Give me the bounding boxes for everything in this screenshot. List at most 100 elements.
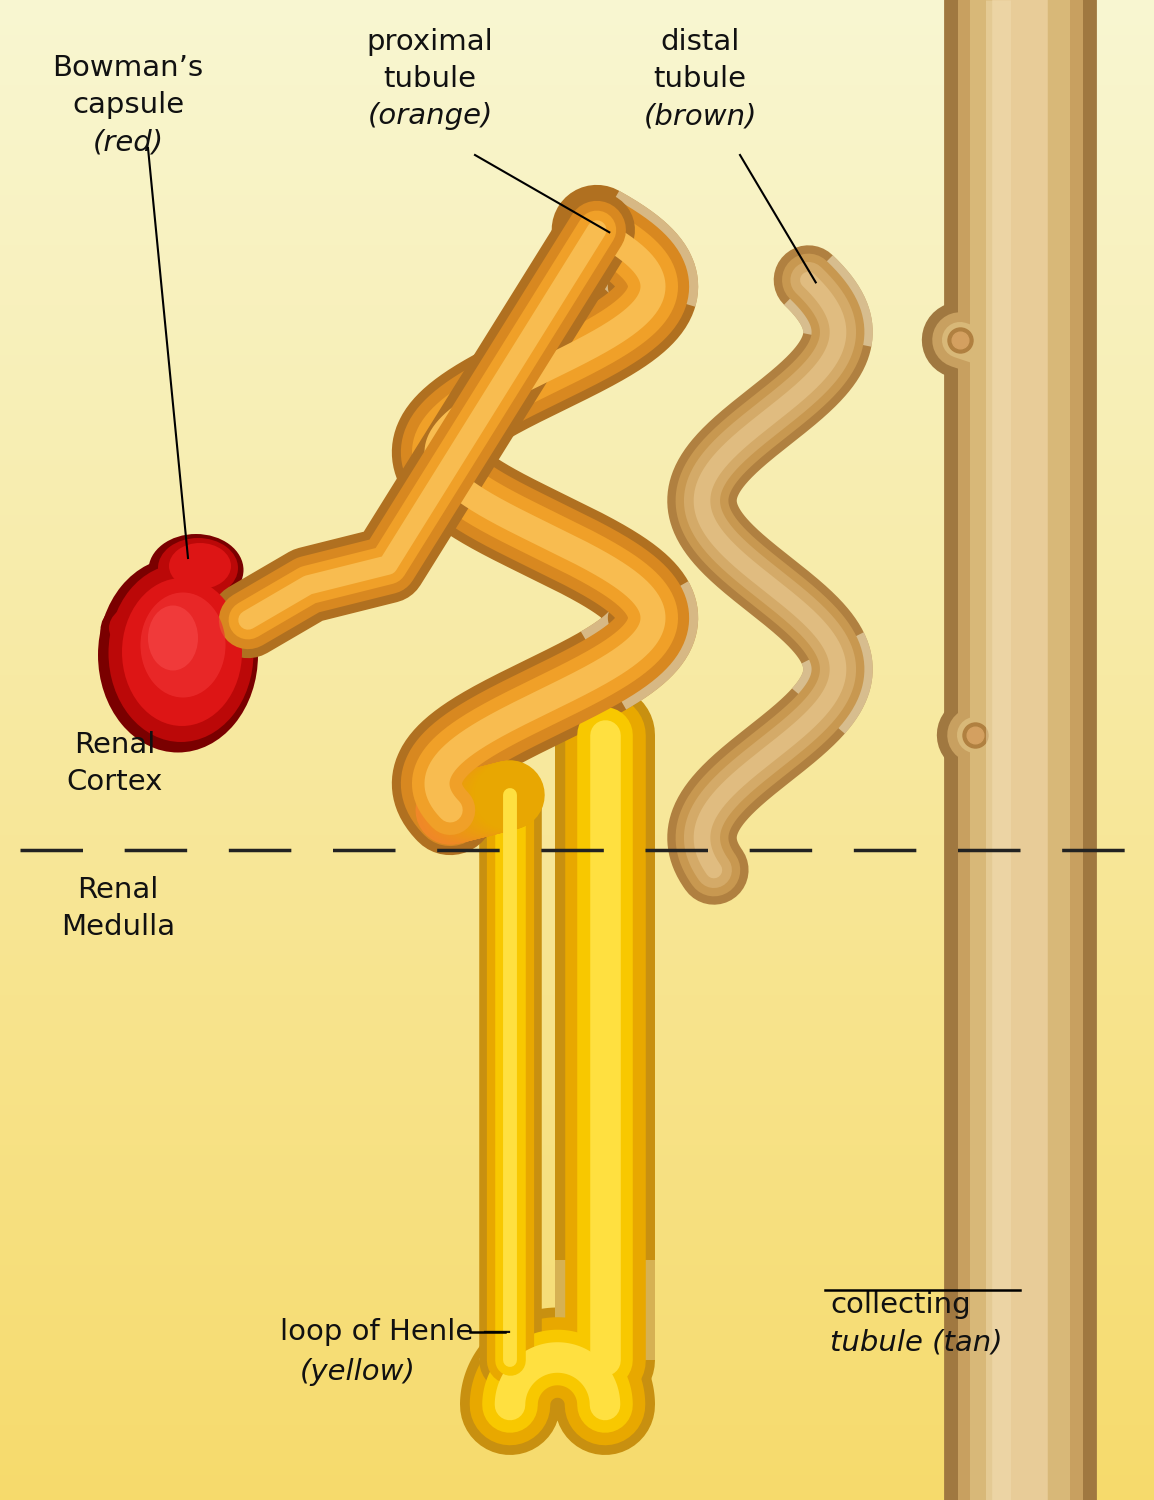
Bar <box>0 90 1154 94</box>
Bar <box>0 1080 1154 1084</box>
Bar <box>0 980 1154 986</box>
Bar <box>0 580 1154 585</box>
Bar <box>0 1384 1154 1390</box>
Bar <box>0 720 1154 724</box>
Bar <box>0 430 1154 435</box>
Bar <box>0 34 1154 40</box>
Bar <box>0 1210 1154 1215</box>
Bar <box>0 390 1154 394</box>
Bar <box>0 70 1154 75</box>
Bar <box>0 1350 1154 1354</box>
Text: Renal: Renal <box>74 730 156 759</box>
Bar <box>0 1020 1154 1025</box>
Bar <box>0 1390 1154 1395</box>
Bar <box>0 280 1154 285</box>
Bar <box>0 495 1154 500</box>
Bar <box>0 1485 1154 1490</box>
Bar <box>0 10 1154 15</box>
Bar <box>0 15 1154 20</box>
Bar <box>0 465 1154 470</box>
Bar <box>0 310 1154 315</box>
Bar <box>0 1455 1154 1460</box>
Bar <box>0 885 1154 890</box>
Ellipse shape <box>149 534 243 606</box>
Bar <box>0 975 1154 980</box>
Bar <box>0 1466 1154 1470</box>
Bar <box>0 874 1154 880</box>
Bar <box>0 165 1154 170</box>
Bar <box>0 950 1154 956</box>
Bar <box>0 896 1154 900</box>
Bar <box>0 735 1154 740</box>
Bar <box>0 1346 1154 1350</box>
Bar <box>0 830 1154 836</box>
Bar <box>0 1110 1154 1114</box>
Bar <box>0 1155 1154 1160</box>
Bar <box>0 225 1154 230</box>
Bar <box>0 454 1154 460</box>
Bar <box>0 900 1154 904</box>
Bar <box>0 525 1154 530</box>
Bar <box>0 394 1154 400</box>
Bar <box>0 1120 1154 1125</box>
Bar <box>0 446 1154 450</box>
Bar <box>0 910 1154 915</box>
Bar <box>0 1130 1154 1136</box>
Bar <box>0 855 1154 859</box>
Bar <box>0 1470 1154 1474</box>
Bar <box>0 675 1154 680</box>
Bar <box>0 570 1154 574</box>
Bar <box>0 1425 1154 1430</box>
Bar <box>0 1200 1154 1204</box>
Bar <box>0 1376 1154 1380</box>
Text: tubule: tubule <box>383 64 477 93</box>
Bar <box>0 1060 1154 1065</box>
Bar <box>0 566 1154 570</box>
Text: Cortex: Cortex <box>67 768 163 796</box>
Bar <box>0 690 1154 694</box>
Bar <box>0 244 1154 250</box>
Bar <box>0 604 1154 610</box>
Text: loop of Henle —: loop of Henle — <box>280 1318 511 1346</box>
Bar <box>0 574 1154 580</box>
Bar <box>0 960 1154 964</box>
Bar <box>0 680 1154 686</box>
Bar <box>0 615 1154 620</box>
Bar <box>0 780 1154 784</box>
Bar <box>0 1180 1154 1185</box>
Bar <box>0 1460 1154 1466</box>
Bar <box>0 694 1154 700</box>
Bar <box>0 60 1154 64</box>
Bar <box>0 330 1154 334</box>
Bar <box>0 660 1154 664</box>
Bar <box>0 1234 1154 1240</box>
Text: collecting: collecting <box>830 1292 971 1318</box>
Bar <box>0 435 1154 439</box>
Bar <box>0 296 1154 300</box>
Ellipse shape <box>122 578 242 726</box>
Bar <box>0 476 1154 480</box>
Bar <box>0 784 1154 790</box>
Ellipse shape <box>148 606 198 670</box>
Bar <box>0 120 1154 124</box>
Bar <box>0 750 1154 754</box>
Bar <box>0 555 1154 560</box>
Bar <box>0 596 1154 600</box>
Bar <box>0 765 1154 770</box>
Ellipse shape <box>108 604 167 651</box>
Bar <box>0 1230 1154 1234</box>
Bar <box>0 350 1154 355</box>
Bar <box>0 994 1154 1000</box>
Bar <box>0 460 1154 465</box>
Bar <box>0 64 1154 70</box>
Bar <box>0 840 1154 844</box>
Bar <box>0 1090 1154 1095</box>
Bar <box>0 130 1154 135</box>
Bar <box>0 740 1154 746</box>
Ellipse shape <box>108 564 254 742</box>
Bar <box>0 890 1154 896</box>
Bar <box>0 600 1154 604</box>
Bar <box>0 1084 1154 1090</box>
Bar <box>0 110 1154 116</box>
Bar <box>0 470 1154 476</box>
